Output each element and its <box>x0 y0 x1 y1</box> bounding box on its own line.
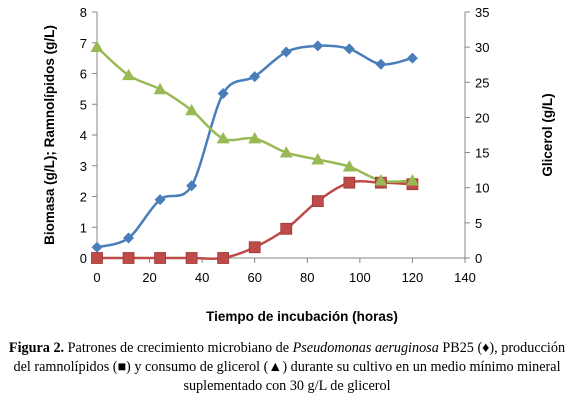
y-left-axis-ticks: 0 1 2 3 4 5 6 7 8 <box>80 5 97 266</box>
x-axis-ticks: 0 20 40 60 80 100 120 140 <box>93 258 476 285</box>
data-point-biomasa <box>375 58 387 70</box>
y-left-tick-label: 8 <box>80 5 87 20</box>
data-point-glicerol <box>311 153 325 165</box>
y-right-axis-title: Glicerol (g/L) <box>540 93 555 176</box>
y-right-tick-label: 35 <box>475 5 489 20</box>
data-point-biomasa <box>343 43 355 55</box>
caption-label: Figura 2. <box>8 340 65 356</box>
y-left-tick-label: 7 <box>80 36 87 51</box>
data-point-glicerol <box>374 174 388 186</box>
data-point-glicerol <box>216 132 230 144</box>
y-right-tick-label: 10 <box>475 181 489 196</box>
data-point-ramnolipidos <box>343 176 356 189</box>
y-right-tick-label: 30 <box>475 40 489 55</box>
data-point-biomasa <box>91 241 103 253</box>
y-right-tick-label: 15 <box>475 146 489 161</box>
data-point-glicerol <box>279 146 293 158</box>
data-point-biomasa <box>186 180 198 192</box>
x-tick-label: 140 <box>454 270 476 285</box>
data-point-ramnolipidos <box>185 252 198 264</box>
data-point-biomasa <box>123 232 135 244</box>
data-point-ramnolipidos <box>311 195 324 208</box>
caption-text-2: PB25 (♦), producción del ramnolípidos (■… <box>13 340 566 394</box>
x-axis-title: Tiempo de incubación (horas) <box>206 309 398 324</box>
data-point-glicerol <box>342 160 356 172</box>
series-line-glicerol <box>96 46 413 183</box>
y-left-tick-label: 4 <box>80 128 87 143</box>
data-point-ramnolipidos <box>154 252 166 264</box>
y-left-tick-label: 2 <box>80 190 87 205</box>
data-point-ramnolipidos <box>91 252 103 264</box>
data-point-ramnolipidos <box>217 252 230 264</box>
x-tick-label: 80 <box>300 270 314 285</box>
y-right-tick-label: 0 <box>475 251 482 266</box>
y-right-axis-ticks: 0 5 10 15 20 25 30 35 <box>465 5 489 266</box>
figure-caption: Figura 2. Patrones de crecimiento microb… <box>0 339 574 396</box>
data-point-biomasa <box>154 194 166 206</box>
y-left-tick-label: 6 <box>80 67 87 82</box>
x-tick-label: 0 <box>93 270 100 285</box>
chart: 0 20 40 60 80 100 120 140 0 1 2 3 4 5 6 7 8 0 5 10 15 20 25 3… <box>42 5 555 324</box>
data-point-ramnolipidos <box>280 222 293 235</box>
caption-text-1: Patrones de crecimiento microbiano de <box>64 340 293 356</box>
y-left-tick-label: 5 <box>80 97 87 112</box>
data-point-biomasa <box>249 71 261 83</box>
y-right-tick-label: 25 <box>475 75 489 90</box>
y-left-tick-label: 3 <box>80 159 87 174</box>
data-point-biomasa <box>312 40 324 52</box>
data-point-glicerol <box>248 132 262 144</box>
x-tick-label: 60 <box>247 270 261 285</box>
y-left-tick-label: 1 <box>80 220 87 235</box>
data-point-biomasa <box>217 87 229 99</box>
y-right-tick-label: 5 <box>475 216 482 231</box>
x-tick-label: 20 <box>142 270 156 285</box>
y-left-tick-label: 0 <box>80 251 87 266</box>
x-tick-label: 100 <box>349 270 371 285</box>
data-point-biomasa <box>280 46 292 58</box>
y-left-axis-title: Biomasa (g/L); Ramnolípidos (g/L) <box>42 25 57 245</box>
data-point-glicerol <box>90 40 104 53</box>
data-point-glicerol <box>153 82 167 95</box>
data-point-ramnolipidos <box>122 252 135 264</box>
data-point-glicerol <box>185 103 199 116</box>
data-point-biomasa <box>406 52 418 64</box>
axes <box>96 12 466 259</box>
caption-organism: Pseudomonas aeruginosa <box>292 340 439 356</box>
data-point-glicerol <box>122 68 136 81</box>
data-point-ramnolipidos <box>248 241 261 254</box>
y-right-tick-label: 20 <box>475 110 489 125</box>
x-tick-label: 40 <box>195 270 209 285</box>
x-tick-label: 120 <box>402 270 424 285</box>
data-point-glicerol <box>405 174 419 186</box>
series-markers <box>90 40 419 264</box>
